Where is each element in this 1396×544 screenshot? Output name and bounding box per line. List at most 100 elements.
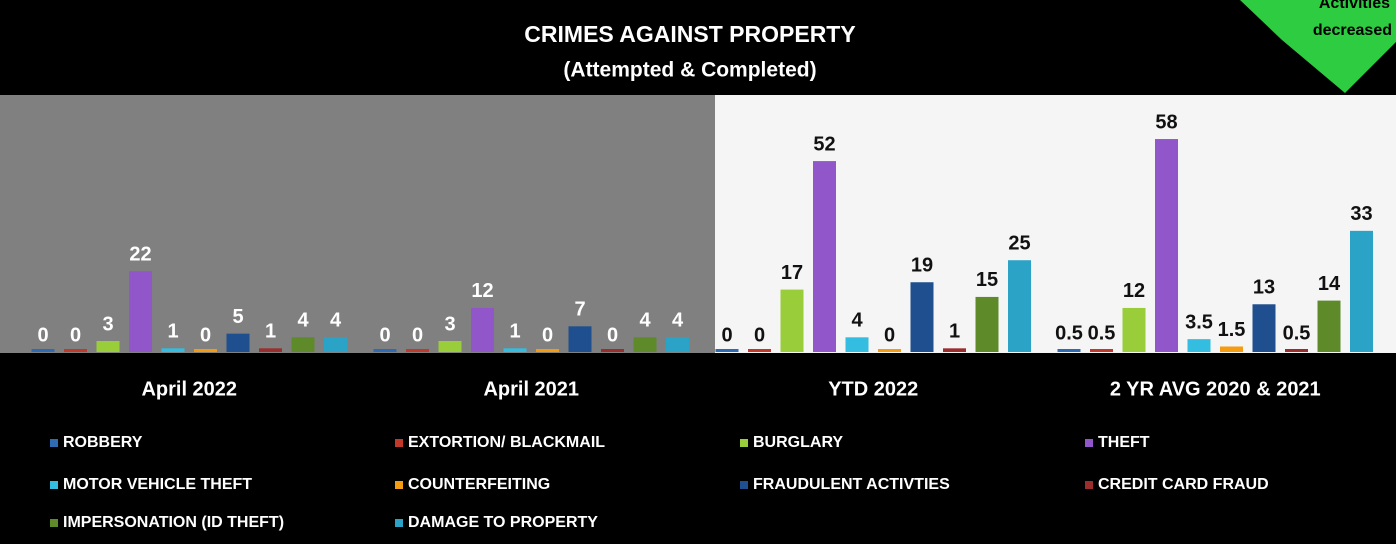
data-label: 3.5 <box>1185 311 1213 333</box>
bar <box>1252 304 1276 352</box>
data-label: 0 <box>379 324 390 346</box>
data-label: 4 <box>639 310 651 332</box>
data-label: 0.5 <box>1088 322 1116 344</box>
data-label: 5 <box>232 306 243 328</box>
bar <box>1057 349 1081 352</box>
bar <box>666 337 689 352</box>
legend-label: COUNTERFEITING <box>408 476 550 493</box>
bar <box>1317 300 1341 352</box>
legend-swatch <box>395 439 403 447</box>
x-tick-label: April 2022 <box>141 378 237 400</box>
legend-label: EXTORTION/ BLACKMAIL <box>408 434 605 451</box>
data-label: 0.5 <box>1055 322 1083 344</box>
data-label: 13 <box>1253 277 1275 299</box>
data-label: 25 <box>1008 232 1030 254</box>
bar <box>780 289 804 352</box>
bar <box>813 161 836 352</box>
data-label: 1 <box>167 321 178 343</box>
bar <box>1122 307 1146 352</box>
bar <box>438 340 462 352</box>
legend-swatch <box>50 519 58 527</box>
data-label: 0 <box>884 324 895 346</box>
bar <box>96 340 120 352</box>
bar <box>1350 230 1373 352</box>
bar <box>31 349 55 352</box>
data-label: 4 <box>297 310 309 332</box>
legend-label: FRAUDULENT ACTIVTIES <box>753 476 950 493</box>
bar <box>194 349 217 352</box>
bar <box>373 349 397 352</box>
x-tick-label: 2 YR AVG 2020 & 2021 <box>1110 378 1321 400</box>
legend-label: CREDIT CARD FRAUD <box>1098 476 1269 493</box>
data-label: 7 <box>574 299 585 321</box>
bar <box>975 296 999 352</box>
data-label: 19 <box>911 255 933 277</box>
plot-area-left <box>0 95 715 353</box>
data-label: 0 <box>607 324 618 346</box>
bar <box>259 348 282 352</box>
bar <box>633 337 657 352</box>
bar <box>64 349 87 352</box>
bar <box>291 337 315 352</box>
bar <box>748 349 771 352</box>
bar <box>568 326 592 352</box>
legend-label: THEFT <box>1098 434 1150 451</box>
data-label: 12 <box>1123 280 1145 302</box>
bar <box>1285 349 1308 352</box>
bar <box>845 337 869 352</box>
data-label: 0 <box>37 324 48 346</box>
legend-label: MOTOR VEHICLE THEFT <box>63 476 252 493</box>
legend-swatch <box>1085 481 1093 489</box>
bar <box>1220 346 1243 352</box>
bar <box>1008 260 1031 352</box>
bar <box>910 282 934 352</box>
bar <box>471 307 494 352</box>
legend-swatch <box>395 481 403 489</box>
data-label: 0 <box>542 324 553 346</box>
legend-swatch <box>740 481 748 489</box>
legend-label: ROBBERY <box>63 434 143 451</box>
legend-swatch <box>395 519 403 527</box>
legend-swatch <box>1085 439 1093 447</box>
data-label: 0 <box>412 324 423 346</box>
legend-label: DAMAGE TO PROPERTY <box>408 514 598 531</box>
data-label: 4 <box>672 310 684 332</box>
annotation-arrow <box>1240 0 1396 93</box>
bar <box>536 349 559 352</box>
data-label: 0 <box>721 324 732 346</box>
data-label: 0.5 <box>1283 322 1311 344</box>
bar <box>503 348 527 352</box>
bar <box>161 348 185 352</box>
data-label: 1 <box>949 321 960 343</box>
annotation-text: Activities <box>1319 0 1390 12</box>
bar <box>406 349 429 352</box>
data-label: 22 <box>129 244 151 266</box>
data-label: 0 <box>70 324 81 346</box>
bar <box>715 349 739 352</box>
bar <box>878 349 901 352</box>
data-label: 1.5 <box>1218 319 1246 341</box>
bar <box>226 333 250 352</box>
data-label: 58 <box>1155 111 1177 133</box>
legend-label: BURGLARY <box>753 434 843 451</box>
x-tick-label: April 2021 <box>483 378 579 400</box>
bar <box>1090 349 1113 352</box>
bar <box>601 349 624 352</box>
data-label: 4 <box>851 310 863 332</box>
data-label: 15 <box>976 269 998 291</box>
x-tick-label: YTD 2022 <box>828 378 918 400</box>
legend-swatch <box>50 481 58 489</box>
data-label: 1 <box>265 321 276 343</box>
bar <box>1187 339 1211 352</box>
chart-title: CRIMES AGAINST PROPERTY <box>524 21 855 47</box>
bar <box>943 348 966 352</box>
legend-swatch <box>50 439 58 447</box>
data-label: 17 <box>781 262 803 284</box>
data-label: 3 <box>444 313 455 335</box>
bar <box>129 271 152 352</box>
annotation-text: decreased <box>1313 22 1392 39</box>
chart-subtitle: (Attempted & Completed) <box>563 59 816 82</box>
data-label: 0 <box>754 324 765 346</box>
legend-swatch <box>740 439 748 447</box>
